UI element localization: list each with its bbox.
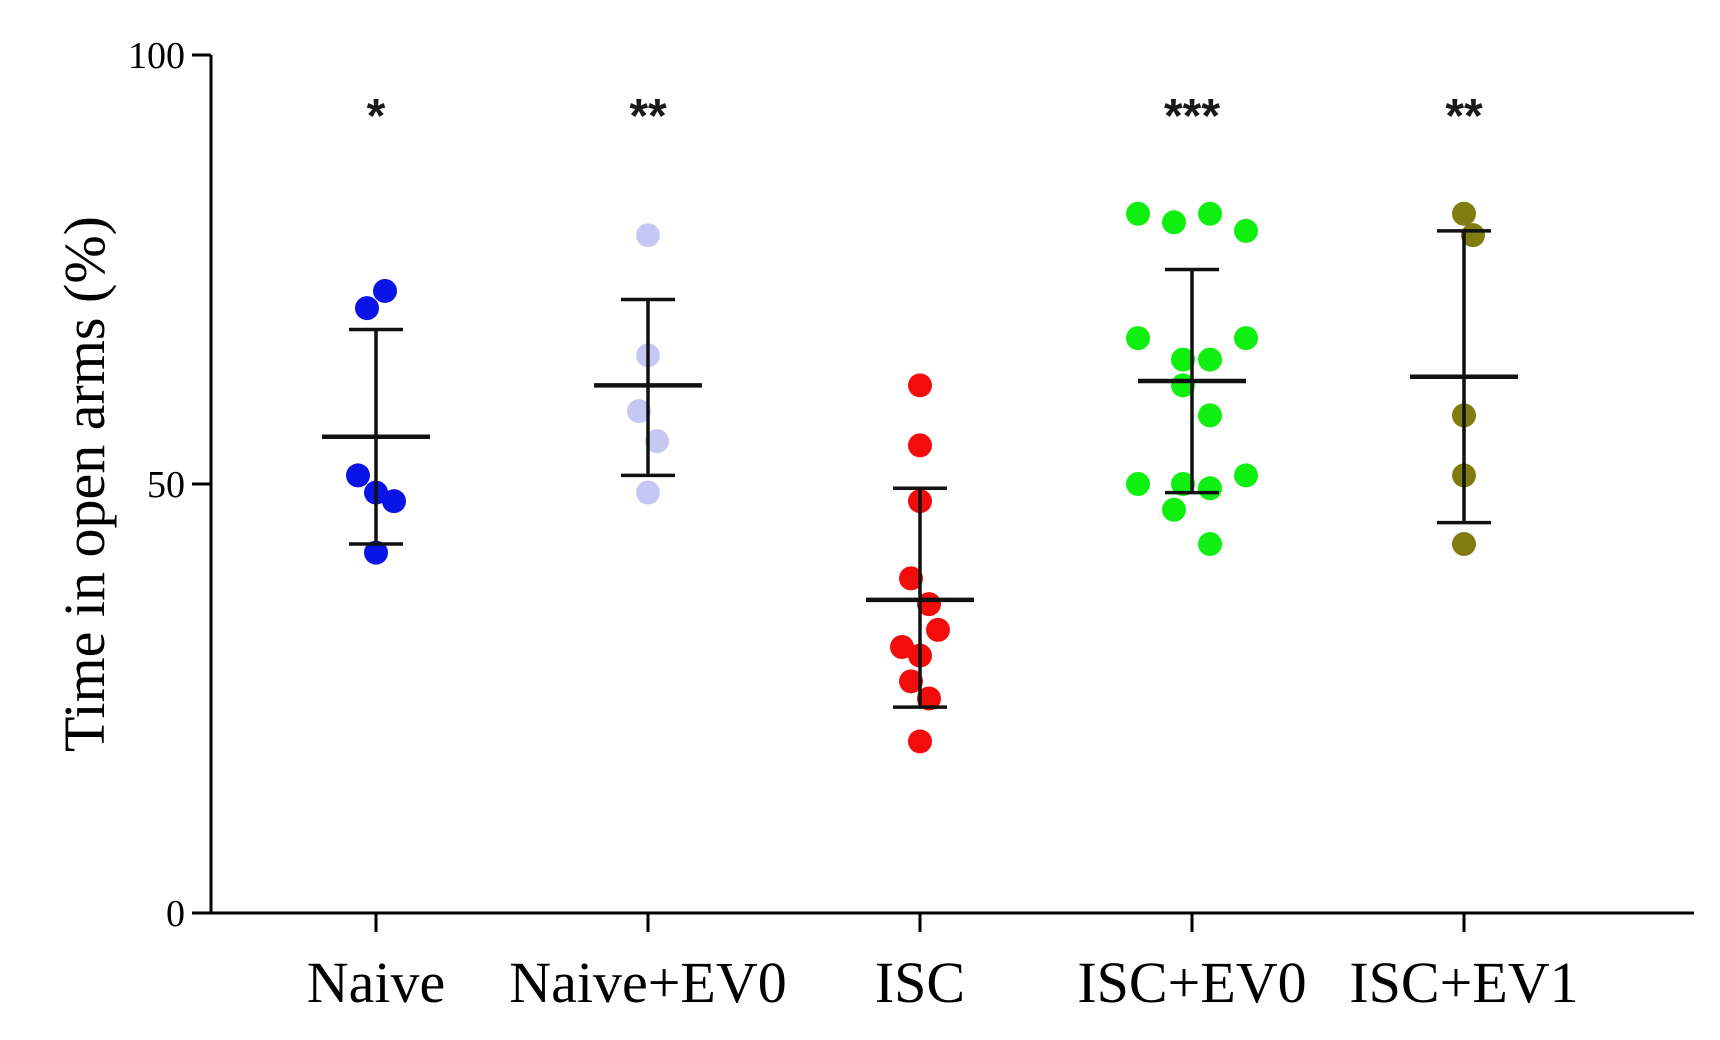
data-point xyxy=(1198,201,1222,226)
significance-label: * xyxy=(367,90,386,143)
data-point xyxy=(1198,347,1222,372)
data-point xyxy=(1162,210,1186,235)
data-point xyxy=(1198,476,1222,501)
data-point xyxy=(645,429,669,454)
series-naive-ev0: ** xyxy=(594,90,702,505)
data-point xyxy=(917,686,941,711)
data-point xyxy=(373,278,397,303)
data-point xyxy=(1234,463,1258,488)
data-point xyxy=(908,373,932,398)
data-point xyxy=(1234,326,1258,351)
x-ticks: Naive Naive+EV0 ISC ISC+EV0 ISC+EV1 xyxy=(307,913,1579,1015)
data-point xyxy=(1198,403,1222,428)
x-tick-label: ISC+EV1 xyxy=(1349,950,1578,1015)
y-tick-label: 100 xyxy=(128,35,185,77)
data-point xyxy=(1452,201,1476,226)
x-tick-label: Naive+EV0 xyxy=(509,950,787,1015)
x-tick-label: ISC+EV0 xyxy=(1077,950,1306,1015)
data-point xyxy=(899,566,923,591)
significance-label: ** xyxy=(629,90,667,143)
data-point xyxy=(1171,347,1195,372)
plot-area: * ** *** ** xyxy=(322,90,1518,754)
data-point xyxy=(346,463,370,488)
x-tick-label: Naive xyxy=(307,950,446,1015)
data-point xyxy=(1198,532,1222,557)
x-tick-label: ISC xyxy=(875,950,965,1015)
data-point xyxy=(627,399,651,424)
data-point xyxy=(636,223,660,248)
series-isc-ev1: ** xyxy=(1410,90,1518,557)
data-point xyxy=(1452,532,1476,557)
y-axis-label: Time in open arms (%) xyxy=(52,216,117,752)
data-point xyxy=(1171,472,1195,496)
data-point xyxy=(364,540,388,565)
y-ticks: 0 50 100 xyxy=(128,35,211,935)
data-point xyxy=(926,617,950,642)
series-isc xyxy=(866,373,974,754)
data-point xyxy=(1126,326,1150,351)
series-isc-ev0: *** xyxy=(1126,90,1258,557)
data-point xyxy=(908,433,932,458)
data-point xyxy=(890,635,914,660)
y-tick-label: 0 xyxy=(166,893,185,935)
data-point xyxy=(908,729,932,754)
significance-label: ** xyxy=(1445,90,1483,143)
significance-label: *** xyxy=(1164,90,1220,143)
data-point xyxy=(899,669,923,694)
series-naive: * xyxy=(322,90,430,565)
data-point xyxy=(636,480,660,505)
data-point xyxy=(382,489,406,514)
data-point xyxy=(355,296,379,321)
y-tick-label: 50 xyxy=(147,464,185,506)
data-point xyxy=(1126,472,1150,496)
data-point xyxy=(1126,201,1150,226)
data-point xyxy=(1234,218,1258,243)
data-point xyxy=(1162,497,1186,522)
